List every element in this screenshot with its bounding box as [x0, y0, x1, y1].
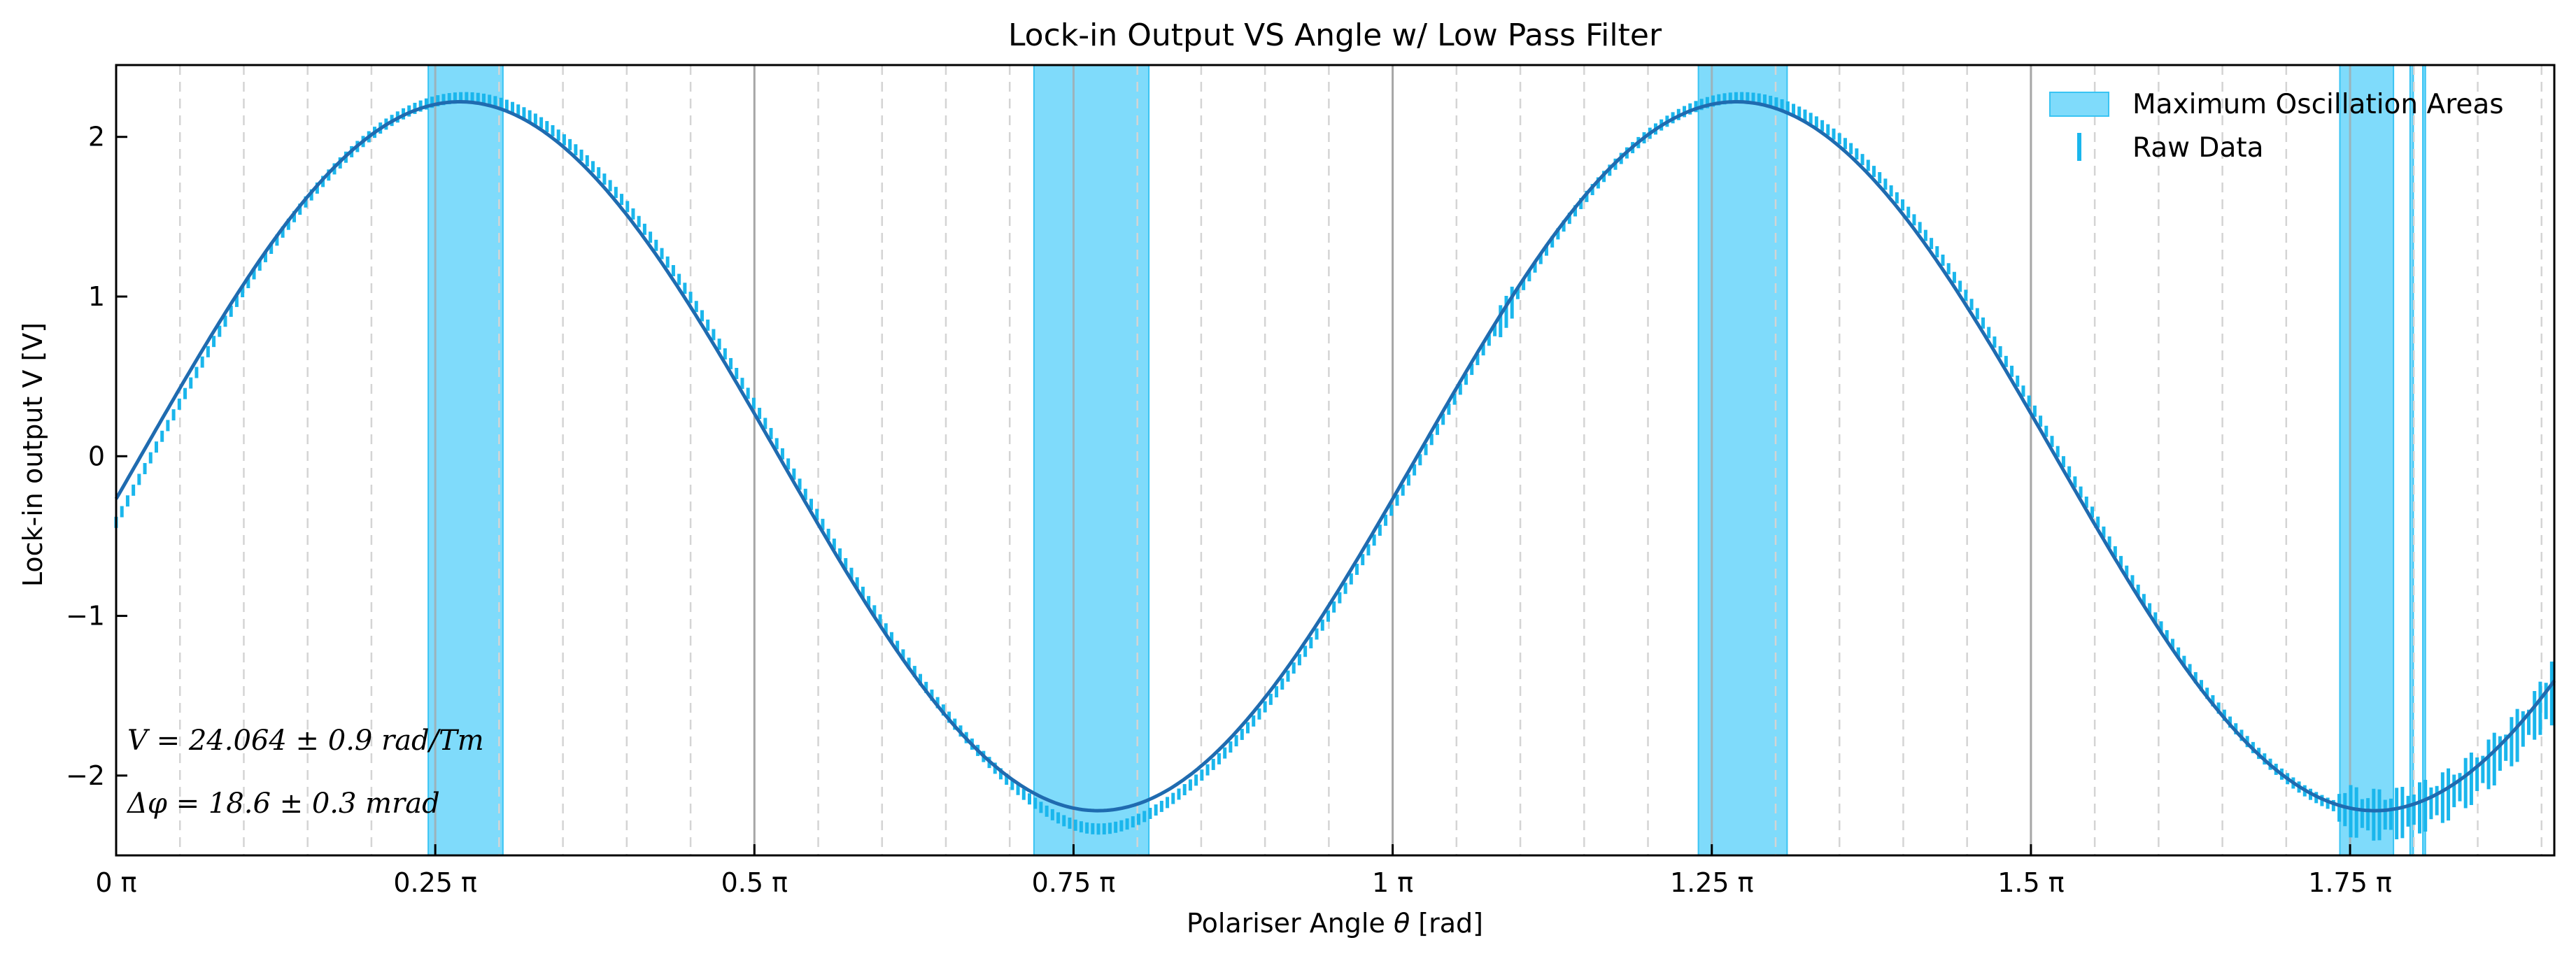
- shaded-region-1: [1033, 64, 1150, 856]
- legend-label-oscillation: Maximum Oscillation Areas: [2132, 89, 2504, 120]
- annotation-verdet: V = 24.064 ± 0.9 rad/Tm: [127, 725, 484, 757]
- y-tick-label: 1: [88, 281, 105, 312]
- legend-label-raw-data: Raw Data: [2132, 132, 2264, 164]
- shaded-region-5: [2422, 64, 2426, 856]
- ticks-layer: 0 π 0.25 π 0.5 π 0.75 π 1 π 1.25 π 1.5 π 1.75 π…: [66, 122, 2392, 898]
- x-tick-label: 1.25 π: [1670, 867, 1754, 898]
- annotation-phase: Δφ = 18.6 ± 0.3 mrad: [126, 788, 440, 820]
- x-tick-label: 0.25 π: [393, 867, 477, 898]
- shaded-region-3: [2339, 64, 2395, 856]
- x-tick-label: 1.5 π: [1997, 867, 2064, 898]
- x-tick-label: 0.75 π: [1032, 867, 1116, 898]
- y-tick-label: −2: [66, 760, 105, 791]
- y-tick-label: −1: [66, 601, 105, 632]
- x-tick-label: 0.5 π: [721, 867, 788, 898]
- axes-layer: [115, 64, 2556, 857]
- x-axis-label: Polariser Angle θ [rad]: [1187, 908, 1483, 939]
- shaded-regions-layer: [427, 64, 2426, 856]
- theta-symbol: θ: [1394, 908, 1410, 939]
- plot-frame: [115, 64, 2556, 857]
- legend: Maximum Oscillation Areas Raw Data: [2049, 89, 2504, 164]
- chart-title: Lock-in Output VS Angle w/ Low Pass Filt…: [1008, 17, 1662, 53]
- shaded-region-0: [427, 64, 504, 856]
- shaded-region-2: [1697, 64, 1788, 856]
- y-tick-label: 0: [88, 441, 105, 471]
- fit-line-layer: [114, 100, 2556, 813]
- x-tick-label: 1 π: [1372, 867, 1413, 898]
- x-tick-label: 1.75 π: [2308, 867, 2392, 898]
- x-tick-label: 0 π: [95, 867, 136, 898]
- fit-line: [114, 100, 2556, 813]
- shaded-region-4: [2409, 64, 2414, 856]
- legend-patch-oscillation: [2049, 92, 2109, 117]
- y-tick-label: 2: [88, 122, 105, 152]
- y-axis-label: Lock-in output V [V]: [17, 322, 48, 587]
- raw-data-layer: [114, 92, 2554, 841]
- grid-layer: [178, 65, 2543, 855]
